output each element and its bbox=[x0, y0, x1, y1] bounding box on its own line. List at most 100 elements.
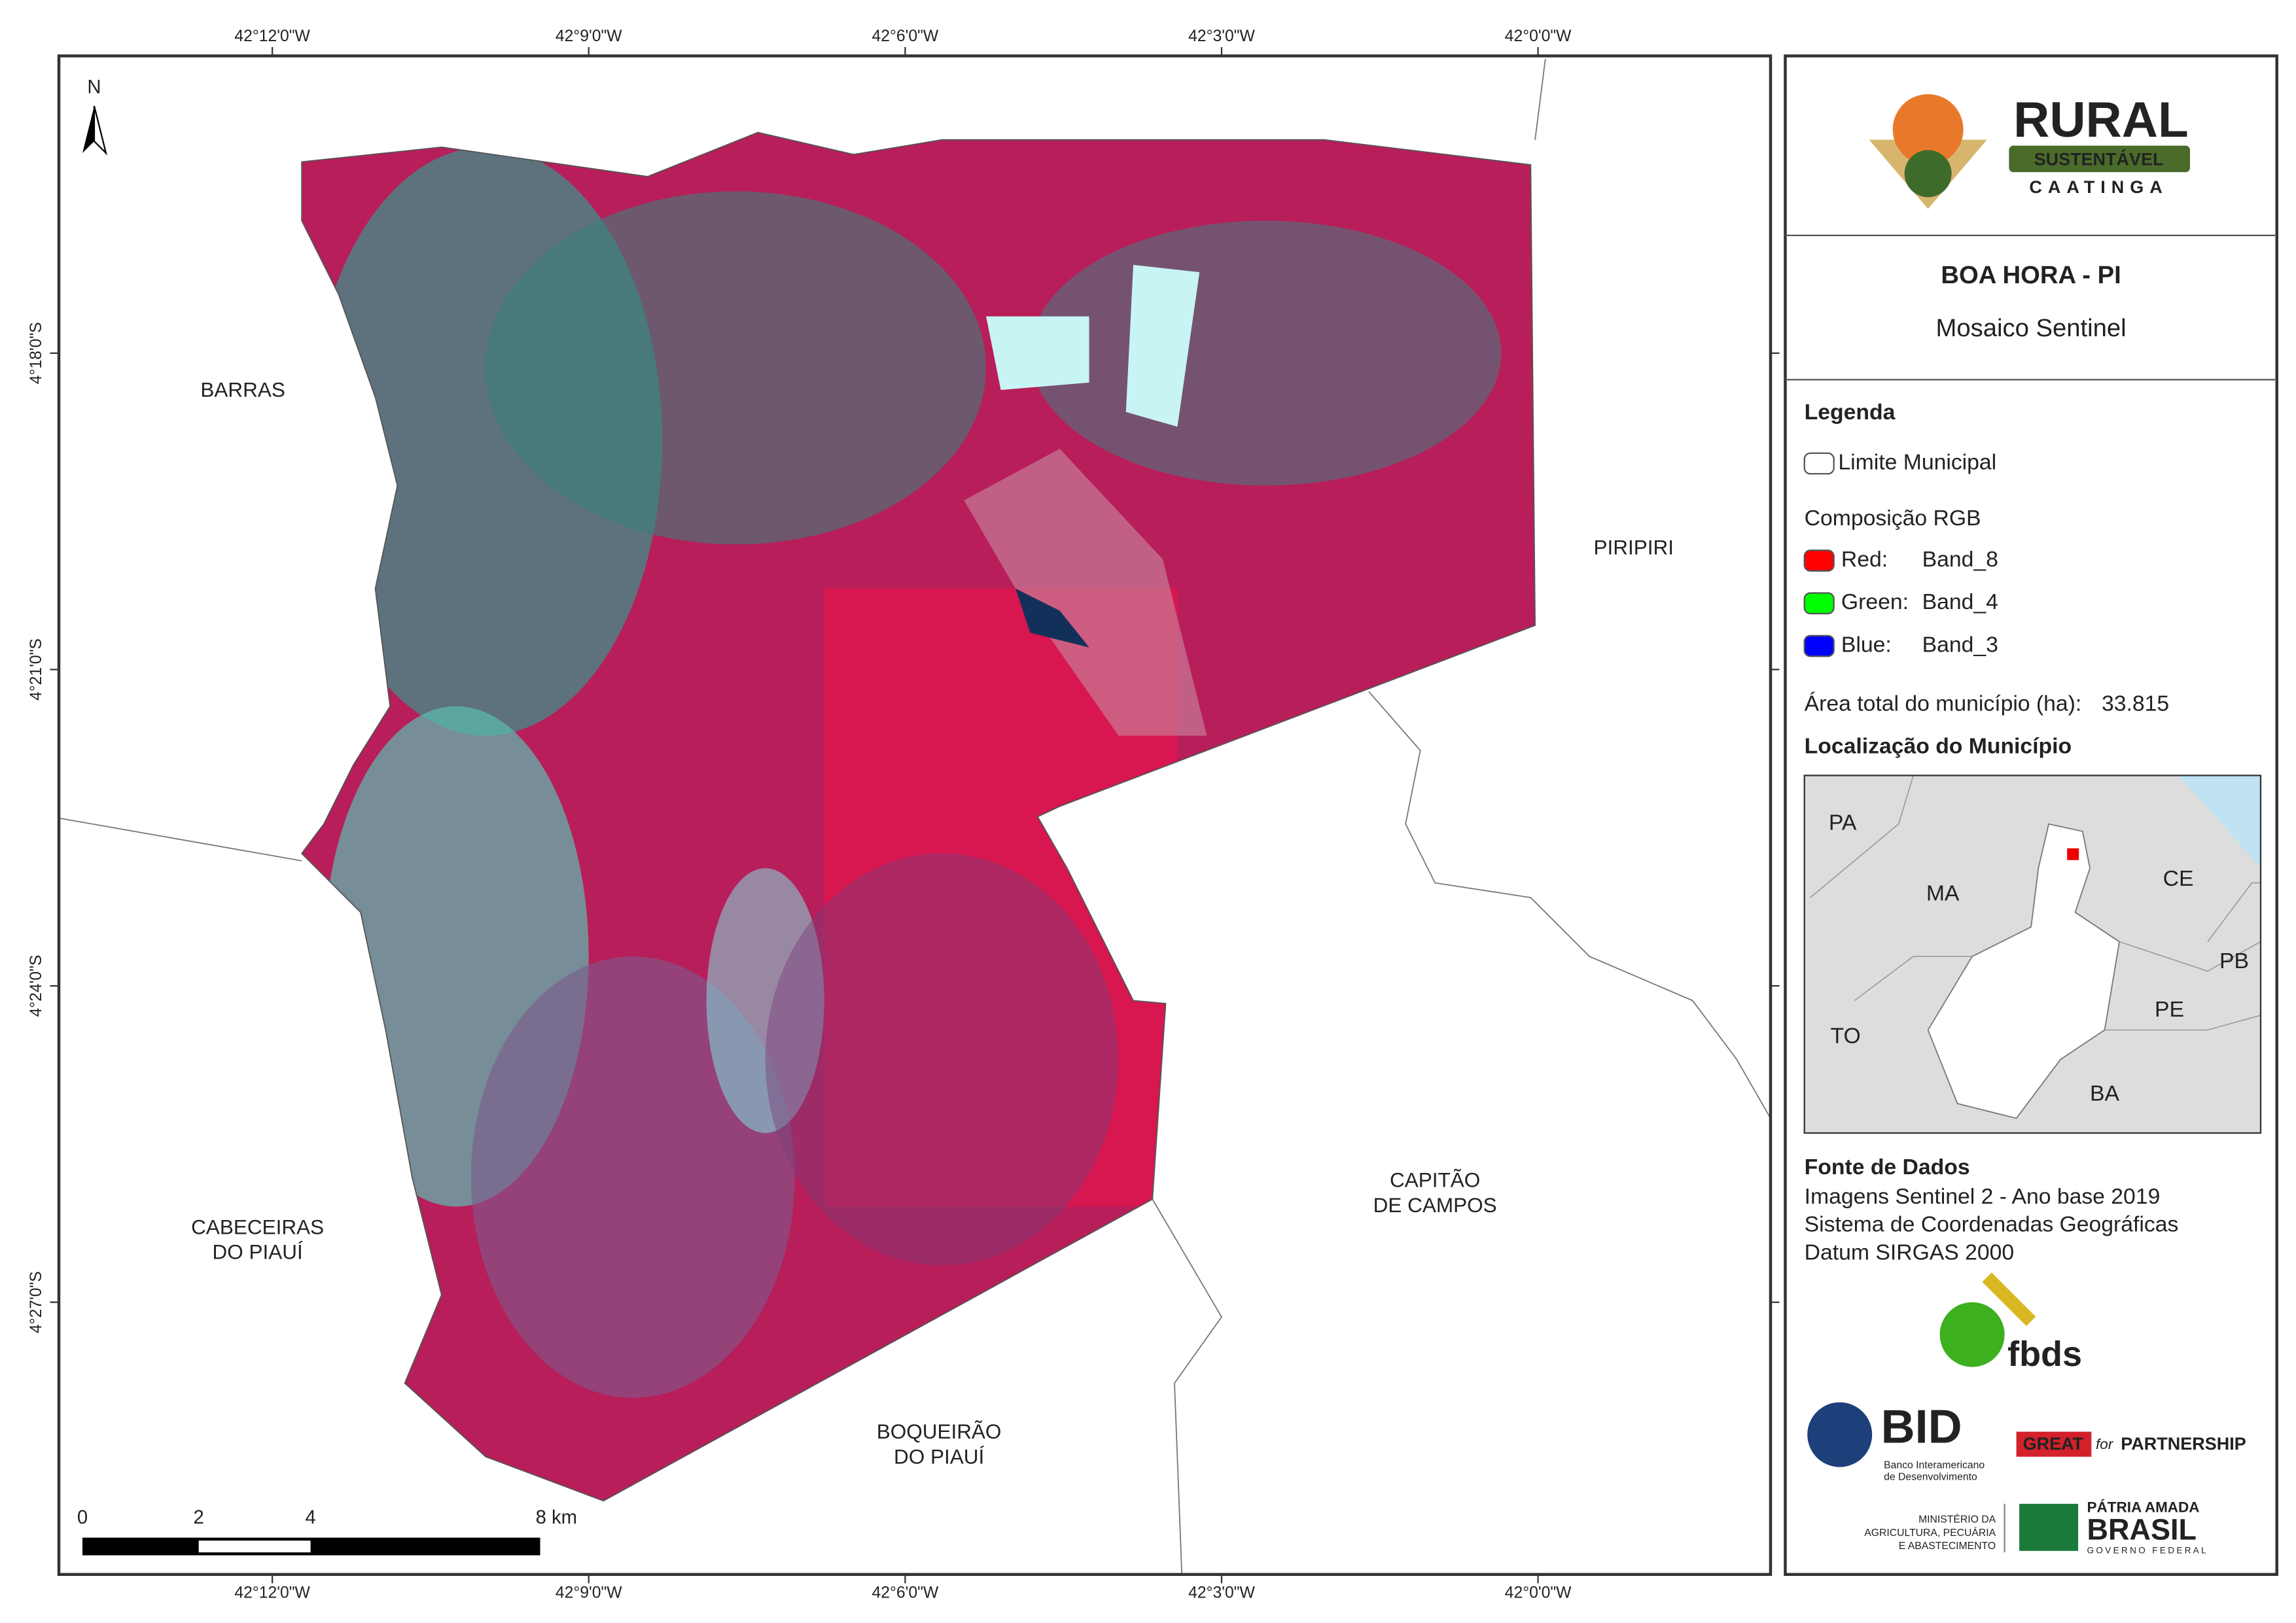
bid-mark bbox=[1807, 1402, 1873, 1467]
inset-label: PA bbox=[1829, 811, 1857, 835]
left-coordinate: 4°24'0"S bbox=[27, 955, 45, 1017]
logo-tree bbox=[1904, 150, 1952, 198]
inset-location-marker bbox=[2065, 846, 2081, 862]
inset-label: BA bbox=[2090, 1081, 2119, 1106]
state-line bbox=[2119, 941, 2261, 972]
boundary-line bbox=[1152, 1198, 1223, 1575]
state-line bbox=[1810, 775, 1914, 898]
state-line bbox=[2104, 1015, 2261, 1031]
fbds-text: fbds bbox=[2007, 1335, 2082, 1374]
ministry-line: E ABASTECIMENTO bbox=[1899, 1541, 1996, 1552]
bottom-coordinate: 42°3'0"W bbox=[1188, 1584, 1255, 1602]
legend-swatch bbox=[1803, 550, 1835, 572]
great-text: GREAT bbox=[2023, 1434, 2084, 1454]
image-patch bbox=[470, 956, 795, 1398]
scale-label: 2 bbox=[194, 1507, 204, 1528]
brasil-text: BRASIL bbox=[2087, 1512, 2197, 1546]
fbds-circle bbox=[1939, 1302, 2005, 1367]
bid-name: Banco Interamericano bbox=[1884, 1459, 1985, 1471]
left-coordinate: 4°21'0"S bbox=[27, 638, 45, 701]
legend-boundary: Limite Municipal bbox=[1838, 449, 1996, 474]
place-name: DO PIAUÍ bbox=[894, 1444, 984, 1468]
bid-name: de Desenvolvimento bbox=[1884, 1471, 1977, 1482]
north-label: N bbox=[87, 77, 101, 98]
legend-boundary-swatch bbox=[1803, 452, 1835, 475]
inset-label: TO bbox=[1831, 1024, 1861, 1049]
legend-band: Band_3 bbox=[1922, 632, 1998, 657]
brasil-mark bbox=[2019, 1503, 2079, 1551]
scale-bar-segment bbox=[198, 1541, 311, 1553]
top-coordinate: 42°12'0"W bbox=[234, 27, 310, 45]
legend-rgb-heading: Composição RGB bbox=[1805, 506, 1981, 531]
brasil-bottom: GOVERNO FEDERAL bbox=[2087, 1545, 2208, 1555]
image-patch bbox=[765, 853, 1119, 1266]
scale-label: 4 bbox=[306, 1507, 316, 1528]
inset-frame bbox=[1803, 775, 2262, 1134]
inset-ocean bbox=[2178, 775, 2261, 869]
place-name: BOQUEIRÃO bbox=[877, 1420, 1002, 1443]
inset-label: PB bbox=[2219, 949, 2249, 973]
sources-line: Datum SIRGAS 2000 bbox=[1805, 1240, 2014, 1265]
boundary-line bbox=[59, 817, 302, 862]
image-patch bbox=[486, 191, 987, 545]
sources-heading: Fonte de Dados bbox=[1805, 1155, 1970, 1179]
inset-label: MA bbox=[1926, 881, 1960, 905]
sources-line: Sistema de Coordenadas Geográficas bbox=[1805, 1212, 2179, 1237]
inset-label: PE bbox=[2155, 997, 2184, 1022]
great-for: for bbox=[2096, 1436, 2114, 1452]
place-name: DO PIAUÍ bbox=[213, 1240, 303, 1264]
neighbor-boundaries bbox=[59, 58, 1771, 1575]
image-clearing bbox=[964, 449, 1207, 736]
top-coordinate: 42°0'0"W bbox=[1505, 27, 1572, 45]
labels: 42°12'0"W 42°12'0"W 42°9'0"W 42°9'0"W 42°6'0… bbox=[27, 27, 2249, 1602]
left-coordinate: 4°27'0"S bbox=[27, 1271, 45, 1333]
boundary-line bbox=[1368, 691, 1771, 1119]
legend-heading: Legenda bbox=[1805, 400, 1896, 425]
bottom-coordinate: 42°6'0"W bbox=[872, 1584, 938, 1602]
boundary-line bbox=[1534, 58, 1546, 140]
rural-logo-icon bbox=[1869, 94, 1987, 209]
ministry-line: AGRICULTURA, PECUÁRIA bbox=[1864, 1526, 1996, 1539]
image-water bbox=[1016, 588, 1089, 648]
bid-text: BID bbox=[1881, 1401, 1962, 1453]
fbds-logo bbox=[1939, 1272, 2036, 1367]
top-coordinate: 42°9'0"W bbox=[556, 27, 622, 45]
inset-label: CE bbox=[2163, 866, 2194, 891]
top-coordinate: 42°3'0"W bbox=[1188, 27, 1255, 45]
panel-subtitle: Mosaico Sentinel bbox=[1936, 314, 2127, 342]
place-name: CAPITÃO bbox=[1390, 1168, 1480, 1192]
bottom-coordinate: 42°12'0"W bbox=[234, 1584, 310, 1602]
place-name: PIRIPIRI bbox=[1594, 535, 1674, 559]
place-name: DE CAMPOS bbox=[1373, 1193, 1497, 1217]
sources-line: Imagens Sentinel 2 - Ano base 2019 bbox=[1805, 1184, 2161, 1209]
left-coordinate: 4°18'0"S bbox=[27, 322, 45, 384]
panel-title: BOA HORA - PI bbox=[1941, 261, 2121, 289]
legend-swatch bbox=[1803, 592, 1835, 615]
place-name: CABECEIRAS bbox=[191, 1215, 324, 1238]
legend-band: Band_8 bbox=[1922, 547, 1998, 572]
ministry-line: MINISTÉRIO DA bbox=[1918, 1513, 1996, 1526]
scale-bar bbox=[82, 1537, 540, 1556]
state-line bbox=[1854, 956, 1973, 1002]
logo-subtitle: CAATINGA bbox=[2029, 177, 2168, 197]
location-heading: Localização do Município bbox=[1805, 734, 2072, 759]
legend-channel: Green: bbox=[1841, 589, 1909, 614]
image-patch bbox=[1030, 220, 1502, 486]
location-inset bbox=[1804, 775, 2261, 1133]
logo-title: RURAL bbox=[2013, 92, 2189, 148]
area-value: 33.815 bbox=[2102, 691, 2169, 716]
legend-swatch bbox=[1803, 635, 1835, 657]
scale-label: 0 bbox=[77, 1507, 88, 1528]
legend-band: Band_4 bbox=[1922, 589, 1998, 614]
inset-state-lines bbox=[1810, 775, 2261, 1031]
logo-sun bbox=[1892, 94, 1964, 165]
municipal-boundary bbox=[300, 131, 1536, 1502]
north-arrow-right bbox=[93, 105, 108, 156]
logo-band bbox=[2009, 145, 2191, 173]
place-name: BARRAS bbox=[200, 378, 285, 402]
scale-bar-outline bbox=[82, 1537, 540, 1556]
logo-band: SUSTENTÁVEL bbox=[2034, 148, 2164, 169]
